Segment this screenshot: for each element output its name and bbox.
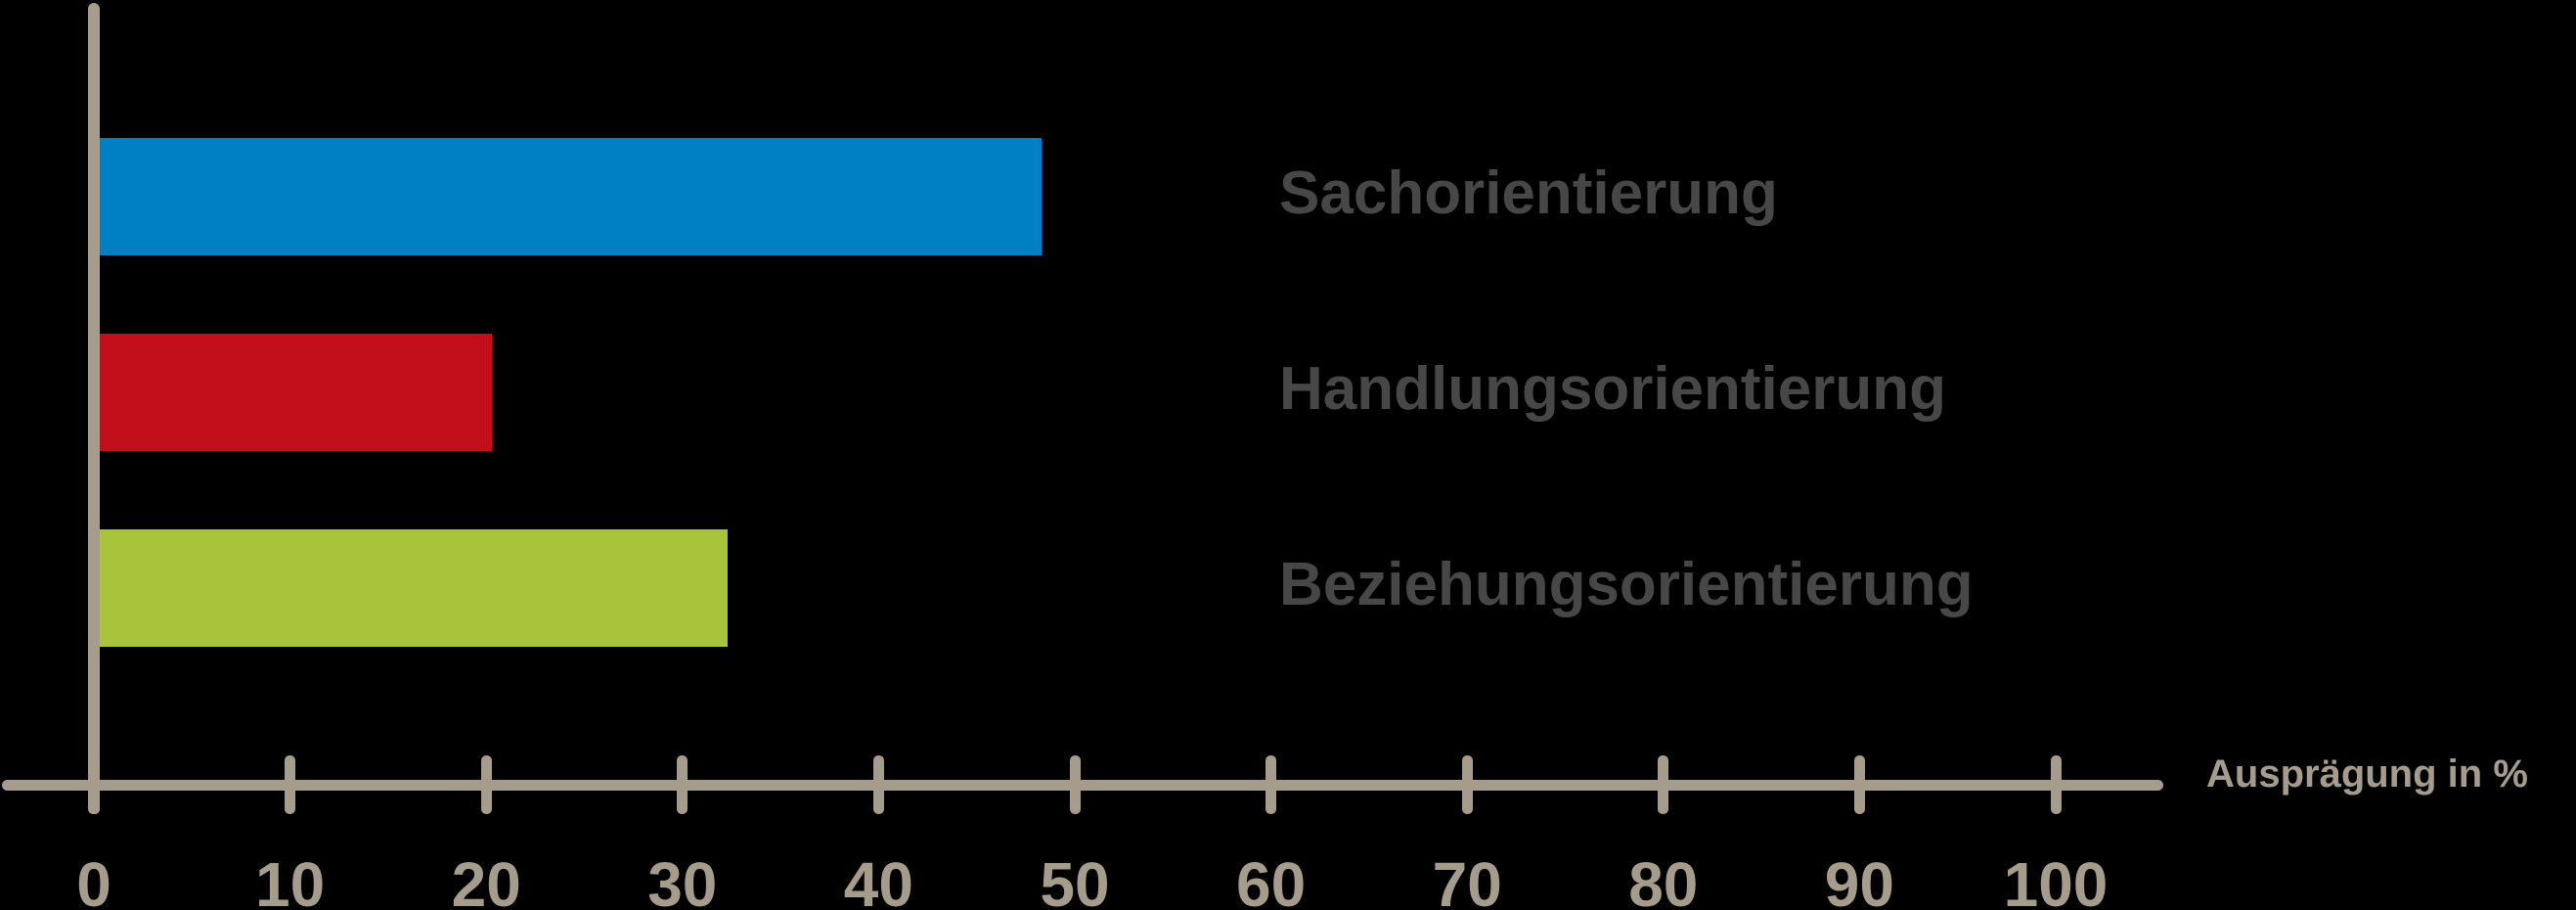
x-axis — [2, 780, 2163, 791]
bar-handlungsorientierung — [100, 334, 493, 451]
x-tick-label: 30 — [647, 849, 718, 910]
x-tick-mark — [872, 755, 884, 814]
x-tick-mark — [1266, 755, 1277, 814]
bar-sachorientierung — [100, 138, 1042, 255]
y-axis — [88, 3, 100, 814]
x-tick-mark — [677, 755, 688, 814]
x-tick-mark — [1069, 755, 1081, 814]
x-tick-label: 80 — [1628, 849, 1699, 910]
x-tick-label: 70 — [1432, 849, 1502, 910]
x-tick-label: 50 — [1040, 849, 1110, 910]
x-axis-label: Ausprägung in % — [2206, 752, 2528, 796]
x-tick-label: 90 — [1824, 849, 1894, 910]
x-tick-mark — [2050, 755, 2062, 814]
x-tick-mark — [88, 755, 100, 814]
category-label: Beziehungsorientierung — [1279, 551, 1974, 618]
x-tick-label: 60 — [1236, 849, 1307, 910]
x-tick-label: 10 — [255, 849, 326, 910]
x-tick-label: 100 — [2003, 849, 2109, 910]
x-tick-label: 0 — [76, 849, 111, 910]
x-tick-label: 20 — [451, 849, 521, 910]
category-label: Handlungsorientierung — [1279, 355, 1946, 423]
x-tick-mark — [1853, 755, 1865, 814]
category-label: Sachorientierung — [1279, 159, 1778, 227]
bar-beziehungsorientierung — [100, 529, 728, 647]
x-tick-mark — [1658, 755, 1669, 814]
x-tick-mark — [285, 755, 296, 814]
x-tick-mark — [480, 755, 492, 814]
x-tick-mark — [1461, 755, 1473, 814]
x-tick-label: 40 — [843, 849, 913, 910]
